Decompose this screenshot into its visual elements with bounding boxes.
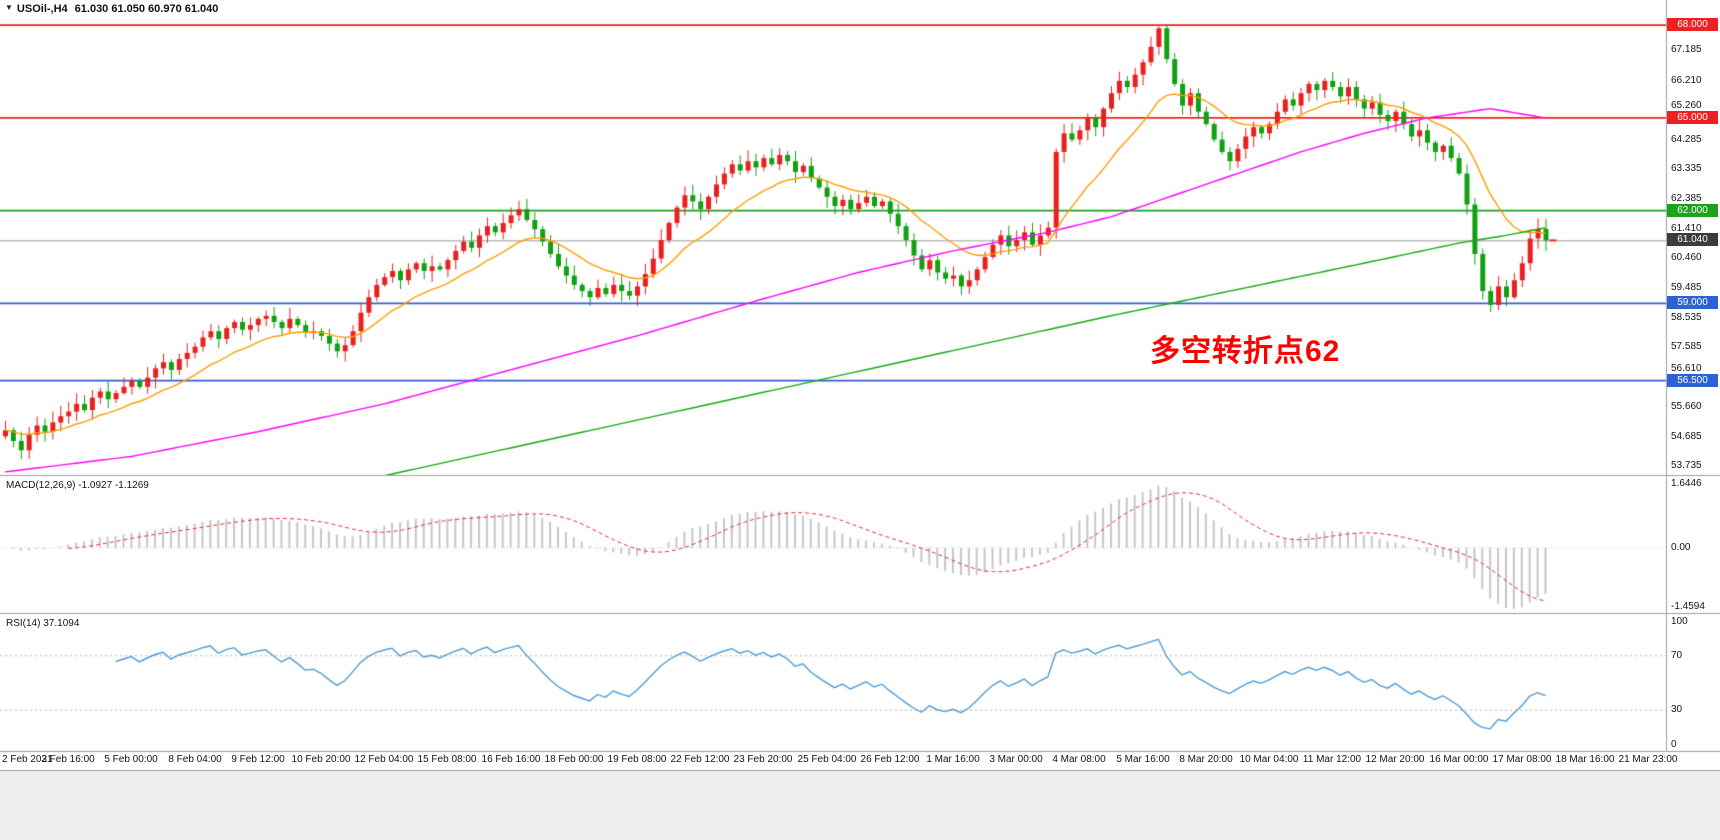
symbol-timeframe-label: USOil-,H4 xyxy=(16,3,68,15)
rsi-indicator-label: RSI(14) 37.1094 xyxy=(6,618,80,629)
chart-header: ▼ USOil-,H4 61.030 61.050 60.970 61.040 xyxy=(5,3,218,15)
ohlc-quote-label: 61.030 61.050 60.970 61.040 xyxy=(74,3,219,15)
chart-canvas[interactable] xyxy=(0,0,1720,771)
annotation-text: 多空转折点62 xyxy=(1150,335,1341,368)
macd-indicator-label: MACD(12,26,9) -1.0927 -1.1269 xyxy=(6,480,149,491)
window-bottom-strip xyxy=(0,771,1720,840)
symbol-marker-icon: ▼ xyxy=(5,3,13,12)
